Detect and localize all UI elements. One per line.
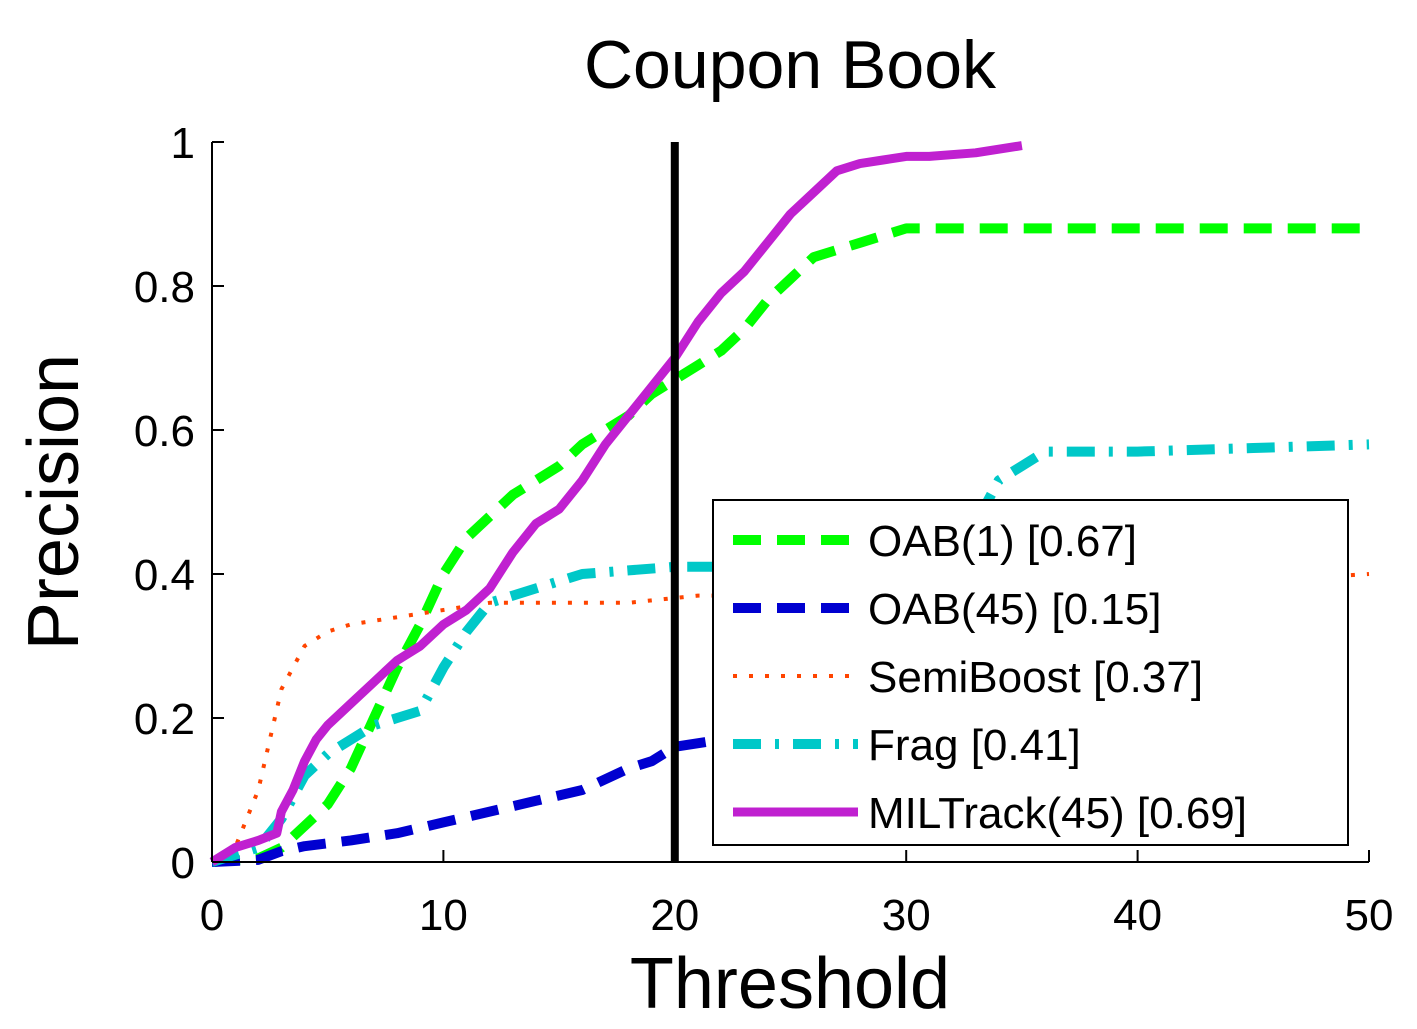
series-line-4 [209, 141, 1023, 866]
x-tick-label: 10 [419, 891, 468, 940]
legend: OAB(1) [0.67] OAB(45) [0.15] SemiBoost [0.… [712, 499, 1349, 846]
x-tick-label: 20 [650, 891, 699, 940]
x-tick-label: 0 [200, 891, 224, 940]
y-tick-label: 0 [171, 839, 195, 888]
x-tick-label: 50 [1345, 891, 1394, 940]
y-axis-label: Precision [14, 354, 94, 650]
legend-box [712, 499, 1349, 846]
y-tick-label: 0.6 [134, 407, 195, 456]
x-tick-label: 40 [1113, 891, 1162, 940]
x-ticks: 0 10 20 30 40 50 [200, 850, 1394, 940]
axes [211, 142, 1369, 863]
x-axis-label: Threshold [630, 944, 950, 1024]
x-tick-label: 30 [882, 891, 931, 940]
y-tick-label: 1 [171, 119, 195, 168]
legend-label: OAB(45) [0.15] [868, 585, 1161, 634]
legend-label: OAB(1) [0.67] [868, 517, 1137, 566]
legend-label: MILTrack(45) [0.69] [868, 789, 1247, 838]
y-tick-label: 0.4 [134, 551, 195, 600]
chart-title: Coupon Book [584, 27, 997, 103]
y-tick-label: 0.8 [134, 263, 195, 312]
y-tick-label: 0.2 [134, 695, 195, 744]
legend-label: SemiBoost [0.37] [868, 653, 1203, 702]
y-ticks: 0 0.2 0.4 0.6 0.8 1 [134, 119, 224, 888]
legend-label: Frag [0.41] [868, 721, 1081, 770]
series-line-2 [210, 572, 1370, 864]
